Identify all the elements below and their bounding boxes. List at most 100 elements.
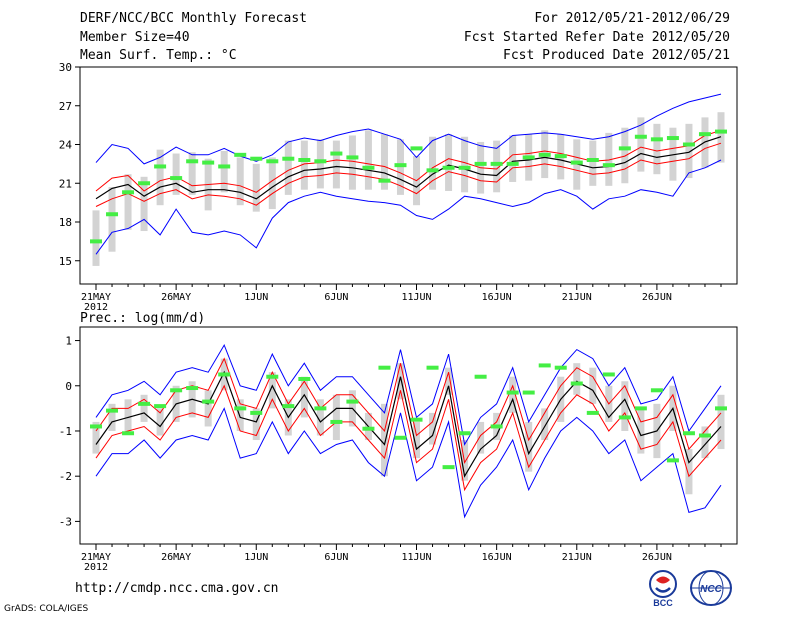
temp-observation-marker bbox=[618, 146, 631, 151]
svg-text:NCC: NCC bbox=[700, 584, 722, 595]
prec-spread-bar bbox=[236, 399, 244, 431]
svg-text:BCC: BCC bbox=[653, 598, 673, 608]
temp-spread-bar bbox=[461, 136, 469, 193]
prec-lower-line bbox=[95, 357, 722, 465]
prec-spread-bar bbox=[204, 390, 212, 427]
temp-observation-marker bbox=[538, 152, 551, 157]
prec-spread-bar bbox=[717, 394, 725, 450]
temp-observation-marker bbox=[522, 155, 535, 160]
prec-spread-bar bbox=[525, 421, 533, 472]
temp-observation-marker bbox=[106, 212, 119, 217]
prec-spread-bar bbox=[140, 394, 148, 422]
prec-observation-marker bbox=[442, 465, 455, 470]
prec-x-tick-label: 1JUN bbox=[244, 552, 268, 563]
temp-spread-bar bbox=[589, 140, 597, 186]
prec-x-tick-label: 6JUN bbox=[324, 552, 348, 563]
prec-spread-bar bbox=[637, 408, 645, 454]
temp-y-tick-label: 18 bbox=[59, 216, 72, 229]
prec-spread-bar bbox=[701, 426, 709, 459]
temp-spread-bar bbox=[717, 112, 725, 163]
temp-y-tick-label: 30 bbox=[59, 61, 72, 74]
prec-observation-marker bbox=[650, 388, 663, 393]
temp-observation-marker bbox=[715, 129, 727, 134]
temp-observation-marker bbox=[298, 158, 311, 162]
prec-observation-marker bbox=[362, 426, 375, 431]
prec-spread-bar bbox=[685, 449, 693, 495]
temp-observation-marker bbox=[394, 163, 407, 168]
prec-spread-bar bbox=[92, 421, 100, 454]
fcst-produced-date: Fcst Produced Date 2012/05/21 bbox=[503, 48, 730, 63]
temp-observation-marker bbox=[362, 165, 375, 170]
temp-x-tick-label: 1JUN bbox=[244, 292, 268, 303]
prec-observation-marker bbox=[282, 404, 295, 409]
temp-observation-marker bbox=[250, 156, 263, 161]
temp-observation-marker bbox=[410, 146, 423, 151]
temp-spread-bar bbox=[140, 176, 148, 232]
temp-observation-marker bbox=[490, 161, 503, 166]
temp-spread-bar bbox=[621, 127, 629, 184]
prec-observation-marker bbox=[186, 386, 199, 391]
prec-observation-marker bbox=[426, 365, 439, 370]
temp-spread-bar bbox=[316, 139, 324, 189]
temp-x-tick-label: 16JUN bbox=[482, 292, 512, 303]
prec-observation-marker bbox=[298, 376, 311, 381]
temp-x-tick-label: 11JUN bbox=[401, 292, 431, 303]
temp-observation-marker bbox=[202, 160, 215, 165]
prec-observation-marker bbox=[618, 415, 631, 420]
temp-observation-marker bbox=[170, 176, 183, 181]
temp-observation-marker bbox=[138, 181, 151, 186]
prec-observation-marker bbox=[490, 424, 503, 429]
temp-observation-marker bbox=[282, 156, 295, 161]
temp-y-tick-label: 15 bbox=[59, 255, 72, 268]
prec-observation-marker bbox=[715, 406, 727, 411]
prec-observation-marker bbox=[170, 388, 183, 393]
temp-observation-marker bbox=[154, 164, 167, 169]
temp-spread-bar bbox=[653, 123, 661, 175]
prec-spread-bar bbox=[156, 408, 164, 436]
source-url[interactable]: http://cmdp.ncc.cma.gov.cn bbox=[75, 581, 279, 596]
temp-spread-bar bbox=[172, 153, 180, 195]
temp-y-tick-label: 21 bbox=[59, 177, 72, 190]
temp-max-line bbox=[95, 159, 722, 255]
prec-observation-marker bbox=[106, 408, 119, 413]
prec-observation-marker bbox=[634, 406, 647, 411]
temp-observation-marker bbox=[186, 159, 199, 164]
temp-observation-marker bbox=[586, 158, 599, 162]
prec-panel-title: Prec.: log(mm/d) bbox=[80, 311, 205, 326]
temp-spread-bar bbox=[493, 140, 501, 193]
temp-spread-bar bbox=[220, 150, 228, 193]
prec-spread-bar bbox=[316, 399, 324, 436]
temp-y-tick-label: 27 bbox=[59, 100, 72, 113]
temp-spread-bar bbox=[669, 127, 677, 181]
grads-credit: GrADS: COLA/IGES bbox=[4, 604, 89, 614]
temp-observation-marker bbox=[346, 155, 359, 160]
temp-lower-line bbox=[95, 129, 722, 193]
temp-spread-bar bbox=[605, 132, 613, 186]
temp-observation-marker bbox=[218, 164, 231, 169]
prec-spread-bar bbox=[541, 408, 549, 441]
temp-observation-marker bbox=[314, 159, 327, 164]
prec-observation-marker bbox=[698, 433, 711, 438]
temp-observation-marker bbox=[634, 134, 647, 139]
temp-x-tick-label: 26JUN bbox=[642, 292, 672, 303]
prec-observation-marker bbox=[154, 404, 167, 409]
prec-y-tick-label: -2 bbox=[59, 470, 72, 483]
temp-spread-bar bbox=[188, 152, 196, 195]
prec-observation-marker bbox=[346, 399, 359, 404]
temp-spread-bar bbox=[92, 210, 100, 266]
temp-x-tick-label: 21MAY bbox=[81, 292, 111, 303]
prec-upper-line bbox=[95, 384, 722, 492]
temp-observation-marker bbox=[474, 161, 487, 166]
prec-observation-marker bbox=[474, 374, 487, 379]
prec-spread-bar bbox=[300, 376, 308, 418]
temp-observation-marker bbox=[122, 190, 135, 195]
prec-observation-marker bbox=[122, 431, 135, 436]
prec-observation-marker bbox=[138, 401, 151, 406]
prec-spread-bar bbox=[268, 372, 276, 409]
temp-x-tick-label: 21JUN bbox=[562, 292, 592, 303]
temp-observation-marker bbox=[554, 154, 567, 159]
prec-observation-marker bbox=[90, 424, 102, 429]
prec-y-tick-label: -1 bbox=[59, 425, 72, 438]
prec-spread-bar bbox=[589, 367, 597, 404]
prec-y-tick-label: 1 bbox=[65, 335, 72, 348]
